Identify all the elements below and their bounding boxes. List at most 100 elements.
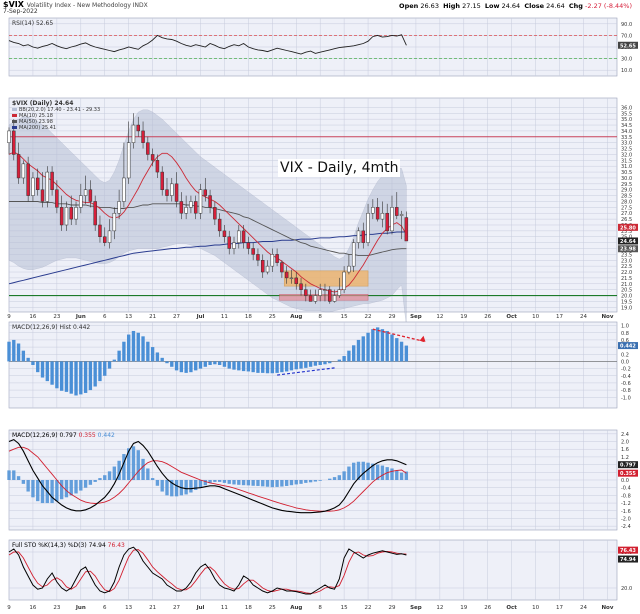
macd-hist-bar <box>356 461 361 480</box>
hist-bar <box>395 338 399 362</box>
candle-body <box>280 262 284 273</box>
candle <box>122 142 126 208</box>
candle <box>16 142 21 184</box>
rsi-tick-label: 70.0 <box>621 33 632 39</box>
candle <box>7 127 11 155</box>
candle <box>280 260 284 278</box>
hist-bar <box>136 332 140 362</box>
hist-bar <box>270 361 274 374</box>
hist-bar <box>55 361 59 389</box>
macd-hist-bar <box>352 462 356 480</box>
price-tick-label: 31.0 <box>621 164 632 170</box>
macd-tag: 0.797 <box>620 463 636 469</box>
macd-hist-bar <box>117 460 121 480</box>
macd-hist-bar <box>165 480 169 496</box>
macd-hist-bar <box>12 470 16 480</box>
x-tick-label: Nov <box>601 314 613 320</box>
candle <box>399 210 404 240</box>
macd-hist-bar <box>385 467 389 480</box>
candle <box>232 236 236 255</box>
rsi-current-tag: 52.65 <box>620 43 636 49</box>
macd-hist-bar <box>55 480 59 502</box>
candle <box>98 215 102 243</box>
rsi-tick-label: 90.0 <box>621 22 632 28</box>
candle-body <box>165 189 169 196</box>
candle-body <box>275 254 279 263</box>
candle-body <box>122 177 126 202</box>
stoch-tick-label: 20.0 <box>621 586 632 592</box>
price-tick-label: 33.0 <box>621 141 632 147</box>
hist-bar <box>150 347 155 362</box>
hist-legend: MACD(12,26,9) Hist 0.442 <box>12 324 90 331</box>
hist-bar <box>36 361 40 373</box>
macd-hist-bar <box>198 480 203 488</box>
candle <box>342 266 346 294</box>
macd-hist-bar <box>141 458 145 480</box>
macd-hist-bar <box>361 461 365 480</box>
x-tick-label: 11 <box>221 314 228 320</box>
x-tick-label-bottom: 17 <box>556 605 563 611</box>
candle <box>160 166 164 196</box>
x-tick-label-bottom: Nov <box>601 605 613 611</box>
candle <box>251 242 255 261</box>
macd-hist-bar <box>390 468 394 480</box>
macd-hist-bar <box>232 480 236 485</box>
candle-body <box>155 160 160 173</box>
hist-bar <box>308 361 313 367</box>
candle-body <box>284 271 289 279</box>
candle <box>55 180 59 214</box>
candle-body <box>227 236 231 249</box>
macd-hist-bar <box>251 480 255 486</box>
candle-body <box>126 142 131 179</box>
x-tick-label: 12 <box>436 314 443 320</box>
hist-bar <box>404 345 409 362</box>
candle-body <box>208 195 212 208</box>
candle-body <box>395 207 399 216</box>
macd-hist-bar <box>280 480 284 487</box>
x-tick-label: Jun <box>75 314 86 320</box>
candle-body <box>146 142 150 155</box>
price-tick-label: 36.0 <box>621 105 632 111</box>
date-label: 7-Sep-2022 <box>3 8 38 15</box>
macd-legend: MACD(12,26,9) 0.797 0.355 0.442 <box>12 432 115 439</box>
macd-hist-bar <box>366 462 370 480</box>
high-value: 27.15 <box>462 2 481 10</box>
x-tick-label-bottom: 19 <box>460 605 467 611</box>
candle <box>193 195 198 220</box>
hist-tick-label: 1.0 <box>621 324 629 330</box>
price-legend-entry: MA(10) 25.18 <box>19 113 53 119</box>
candle-body <box>251 248 255 255</box>
candle-body <box>232 242 236 249</box>
hist-bar <box>31 361 35 365</box>
price-tick-label: 30.0 <box>621 176 632 182</box>
candle-body <box>21 163 26 179</box>
candle <box>59 195 64 231</box>
macd-hist-bar <box>222 480 227 483</box>
candle <box>26 156 30 202</box>
stoch-k-tag: 74.94 <box>620 557 636 563</box>
hist-bar <box>74 361 78 396</box>
hist-bar <box>313 361 318 366</box>
candle-body <box>93 201 97 226</box>
candle <box>170 177 174 202</box>
macd-hist-bar <box>136 450 140 480</box>
macd-tag-bg <box>618 461 638 469</box>
macd-hist-bar <box>294 480 298 485</box>
macd-hist-bar <box>299 480 303 484</box>
hist-bar <box>280 361 284 373</box>
macd-hist-bar <box>332 477 337 480</box>
hist-bar <box>256 361 260 373</box>
x-tick-label: 18 <box>245 314 252 320</box>
candle <box>265 260 270 275</box>
candle-body <box>193 201 198 214</box>
hist-bar <box>189 361 193 373</box>
legend-swatch <box>12 114 17 117</box>
price-tick-label: 25.5 <box>621 229 632 235</box>
macd-hist-bar <box>189 480 193 493</box>
hist-tick-label: -0.4 <box>621 374 631 380</box>
macd-hist-bar <box>170 480 174 497</box>
candle <box>289 269 294 284</box>
candle-body <box>74 207 78 220</box>
macd-hist-bar <box>122 454 126 480</box>
hist-bar <box>146 341 150 362</box>
